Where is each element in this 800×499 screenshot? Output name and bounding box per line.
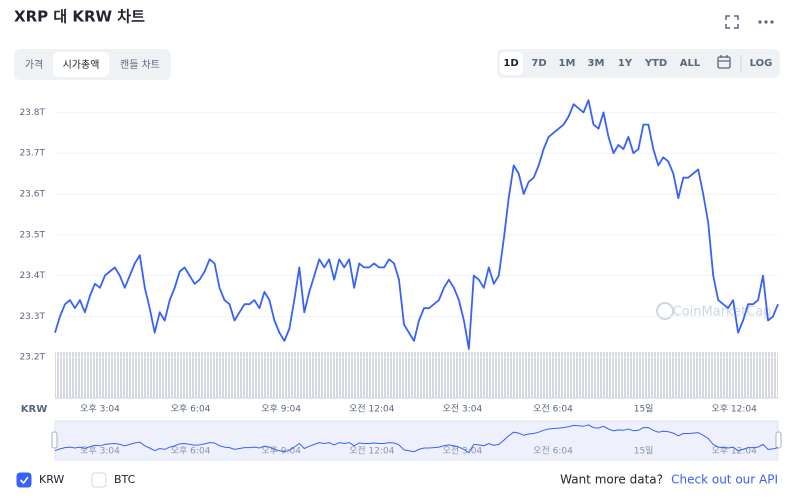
footer-text: Want more data? xyxy=(560,473,663,487)
checkmark xyxy=(19,476,29,485)
x-tick-label: 오전 3:04 xyxy=(443,404,483,415)
more-icon[interactable] xyxy=(758,20,774,24)
price-line xyxy=(54,99,779,350)
watermark: CoinMarketCap xyxy=(673,305,772,320)
calendar-icon[interactable] xyxy=(717,55,731,69)
x-tick-label: 15일 xyxy=(634,404,654,415)
navigator-handle[interactable] xyxy=(51,431,58,449)
api-link[interactable]: Check out our API xyxy=(671,473,778,487)
range-selected-bg xyxy=(500,52,523,75)
navigator-tick-label: 오전 3:04 xyxy=(443,446,483,457)
tab[interactable]: 시가총액 xyxy=(63,59,100,71)
volume-bars xyxy=(55,352,778,398)
navigator-tick-label: 오전 6:04 xyxy=(533,446,573,457)
log-toggle[interactable]: LOG xyxy=(750,58,773,69)
navigator-handle[interactable] xyxy=(775,431,782,449)
x-tick-label: 오후 6:04 xyxy=(171,404,211,415)
x-tick-label: 오후 3:04 xyxy=(80,404,120,415)
navigator-tick-label: 오전 12:04 xyxy=(349,446,395,457)
y-tick-label: 23.2T xyxy=(19,353,45,363)
range-button[interactable]: 1M xyxy=(559,58,576,69)
x-tick-label: 오전 6:04 xyxy=(533,404,573,415)
navigator-line xyxy=(54,424,779,454)
toolbar-icons xyxy=(725,15,739,29)
y-tick-label: 23.7T xyxy=(19,149,45,159)
tab[interactable]: 가격 xyxy=(25,58,43,71)
navigator[interactable] xyxy=(54,420,779,461)
range-button[interactable]: 1D xyxy=(503,58,518,69)
navigator-tick-label: 오후 12:04 xyxy=(712,446,758,457)
navigator-tick-label: 15일 xyxy=(634,446,654,457)
tab-selected-bg xyxy=(53,52,109,77)
watermark-logo xyxy=(656,302,674,320)
range-button[interactable]: 7D xyxy=(531,58,546,69)
range-group xyxy=(497,49,780,78)
navigator-tick-label: 오후 3:04 xyxy=(80,446,120,457)
y-tick-label: 23.5T xyxy=(19,230,45,240)
legend-checkbox[interactable] xyxy=(16,472,32,488)
range-button[interactable]: ALL xyxy=(680,58,701,69)
x-axis-label: KRW xyxy=(21,404,47,415)
range-button[interactable]: YTD xyxy=(644,58,667,69)
y-tick-label: 23.4T xyxy=(19,271,45,281)
x-tick-label: 오전 12:04 xyxy=(349,404,395,415)
x-tick-label: 오후 12:04 xyxy=(712,404,758,415)
range-button[interactable]: 1Y xyxy=(618,58,633,69)
range-button[interactable]: 3M xyxy=(588,58,605,69)
y-tick-label: 23.8T xyxy=(19,108,45,118)
legend-checkbox[interactable] xyxy=(91,472,107,488)
y-tick-label: 23.3T xyxy=(19,312,45,322)
legend-label: BTC xyxy=(114,473,136,486)
fullscreen-icon[interactable] xyxy=(725,15,739,29)
x-tick-label: 오후 9:04 xyxy=(261,404,301,415)
tab[interactable]: 캔들 차트 xyxy=(120,59,160,71)
y-tick-label: 23.6T xyxy=(19,190,45,200)
legend-label: KRW xyxy=(39,473,64,486)
navigator-tick-label: 오후 6:04 xyxy=(171,446,211,457)
chart-title: XRP 대 KRW 차트 xyxy=(14,8,145,26)
